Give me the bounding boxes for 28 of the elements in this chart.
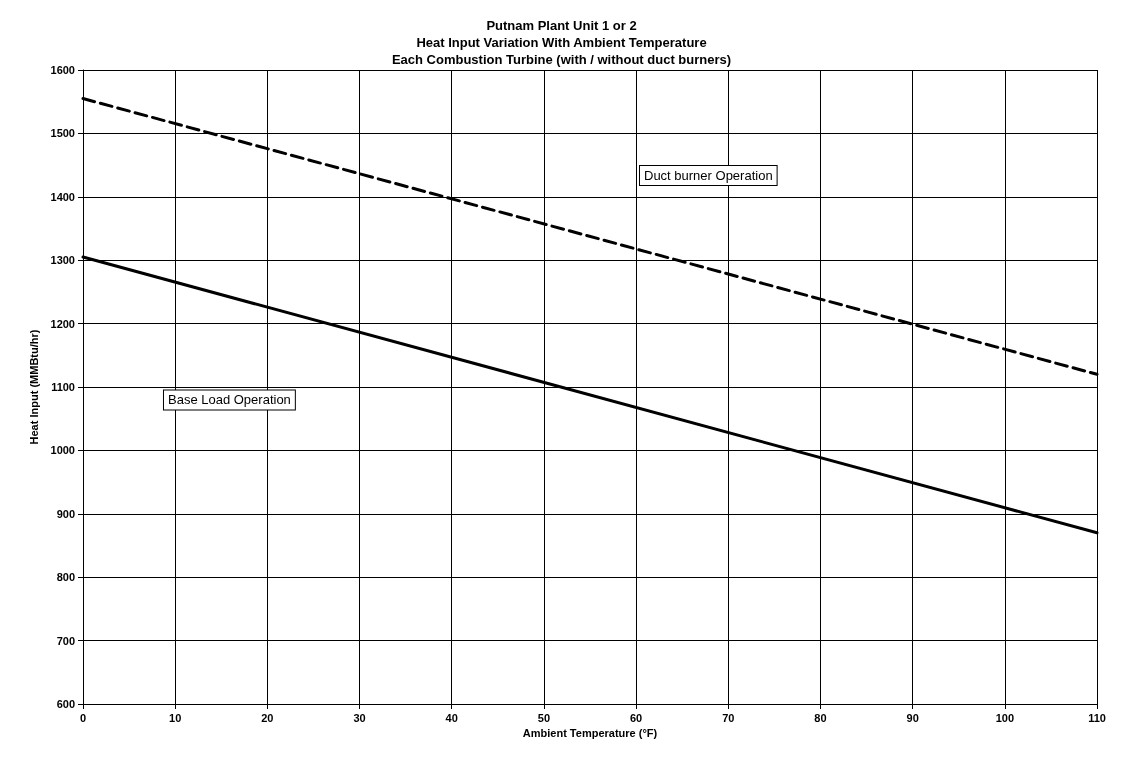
- x-tick-label: 40: [445, 711, 458, 724]
- x-tick-label: 0: [79, 711, 87, 724]
- y-tick-label: 1200: [50, 317, 75, 330]
- x-tick-label: 20: [261, 711, 274, 724]
- x-tick-label: 80: [814, 711, 827, 724]
- x-tick-label: 30: [353, 711, 366, 724]
- y-tick-label: 1600: [50, 64, 75, 76]
- y-tick-label: 700: [56, 634, 75, 647]
- y-tick-label: 1400: [50, 190, 75, 203]
- y-tick-label: 600: [56, 698, 75, 710]
- text: Duct burner Operation: [643, 168, 773, 184]
- y-tick-label: 800: [56, 571, 75, 584]
- x-tick-label: 100: [995, 711, 1014, 724]
- chart-title: Putnam Plant Unit 1 or 2 Heat Input Variation With Ambient Temperature Each Combustion Turbine (with / without duct burners): [391, 18, 732, 67]
- x-axis-title: Ambient Temperature (°F): [522, 727, 658, 740]
- x-tick-label: 10: [169, 711, 182, 724]
- y-tick-label: 1300: [50, 254, 75, 267]
- x-tick-label: 50: [537, 711, 551, 724]
- x-tick-label: 90: [906, 711, 919, 724]
- y-tick-label: 1500: [50, 127, 75, 140]
- x-tick-label: 70: [722, 711, 735, 724]
- text: Base Load Operation: [167, 392, 291, 408]
- y-tick-label: 900: [56, 507, 75, 520]
- x-tick-label: 110: [1088, 711, 1106, 724]
- x-tick-label: 60: [629, 711, 643, 724]
- y-tick-label: 1000: [50, 444, 75, 457]
- y-axis-title: Heat Input (MMBtu/hr): [28, 329, 41, 445]
- y-tick-label: 1100: [51, 381, 75, 393]
